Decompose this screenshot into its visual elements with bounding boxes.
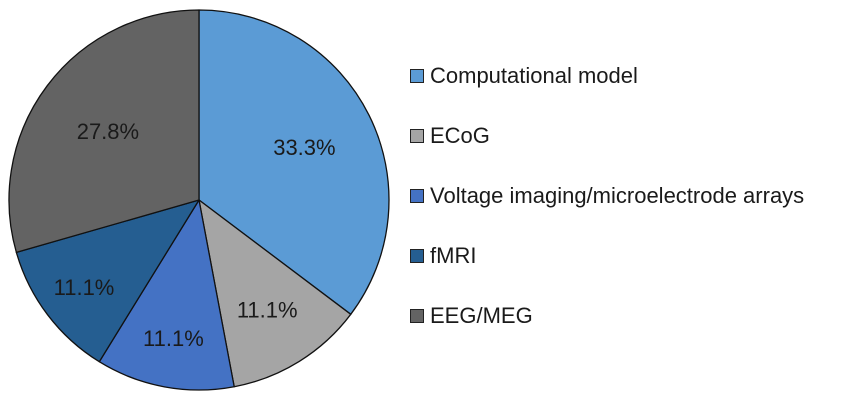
legend-item: EEG/MEG <box>410 297 804 334</box>
pie-slice <box>198 199 352 388</box>
legend-label: ECoG <box>430 122 490 148</box>
legend-swatch <box>410 68 424 83</box>
legend-swatch <box>410 128 424 143</box>
pie-data-label: 11.1% <box>54 275 115 300</box>
pie-slice <box>15 199 200 363</box>
legend-item: ECoG <box>410 117 804 154</box>
pie-slices <box>8 9 390 391</box>
pie-slice <box>8 9 200 254</box>
legend-item: Computational model <box>410 57 804 94</box>
legend-swatch <box>410 308 424 323</box>
pie-data-label: 11.1% <box>143 326 204 351</box>
legend-item: fMRI <box>410 237 804 274</box>
pie-slice <box>198 9 390 315</box>
pie-slice <box>98 199 235 391</box>
pie-data-label: 27.8% <box>77 119 139 144</box>
legend-label: Voltage imaging/microelectrode arrays <box>430 182 805 208</box>
pie-data-label: 33.3% <box>273 135 335 160</box>
legend-label: Computational model <box>430 62 638 88</box>
legend-label: EEG/MEG <box>430 302 533 328</box>
chart-legend: Computational model ECoG Voltage imaging… <box>410 57 804 357</box>
pie-data-labels: 33.3% 11.1% 11.1% 11.1% 27.8% <box>54 119 336 351</box>
pie-data-label: 11.1% <box>237 297 298 322</box>
legend-swatch <box>410 248 424 263</box>
legend-label: fMRI <box>430 242 477 268</box>
legend-swatch <box>410 188 424 203</box>
legend-item: Voltage imaging/microelectrode arrays <box>410 177 804 214</box>
